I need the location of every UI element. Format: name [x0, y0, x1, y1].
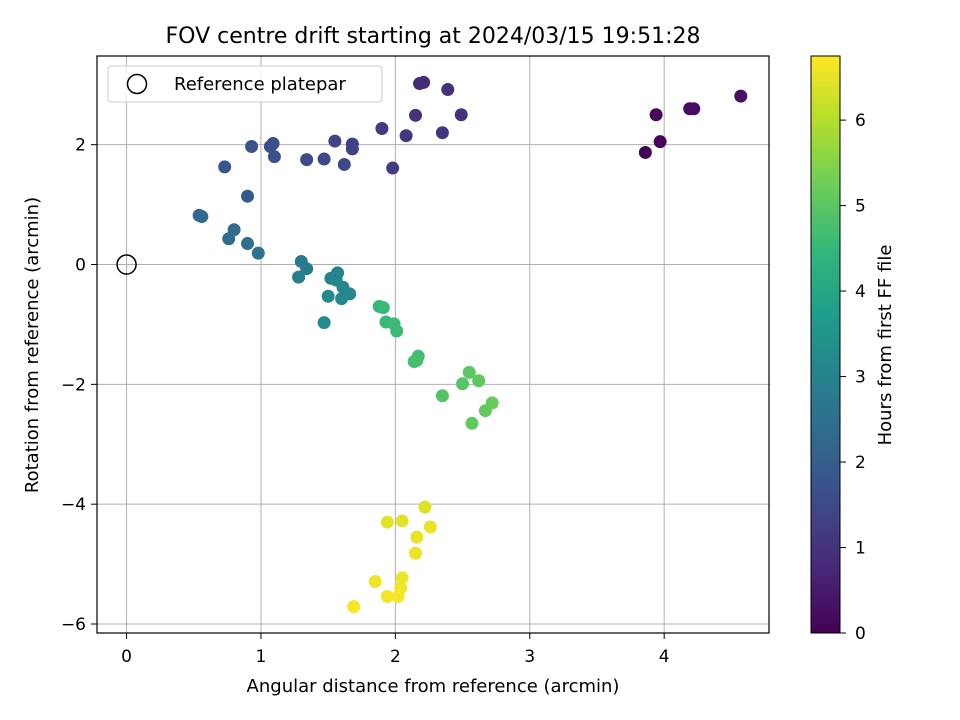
- chart-title: FOV centre drift starting at 2024/03/15 …: [166, 24, 701, 49]
- data-point: [423, 520, 437, 534]
- data-point: [380, 589, 394, 603]
- data-point: [395, 514, 409, 528]
- data-point: [300, 153, 314, 167]
- data-point: [300, 262, 314, 276]
- data-point: [335, 292, 349, 306]
- data-point: [328, 134, 342, 148]
- x-axis-ticks: 0 1 2 3 4: [121, 633, 670, 667]
- data-point: [395, 571, 409, 585]
- data-point: [222, 232, 236, 246]
- grid-lines: [97, 56, 769, 633]
- data-point: [638, 145, 652, 159]
- legend-box: [107, 65, 383, 103]
- data-point: [417, 75, 431, 89]
- y-tick-label: 0: [75, 256, 86, 276]
- data-point: [337, 157, 351, 171]
- data-point: [218, 160, 232, 174]
- data-point: [292, 270, 306, 284]
- colorbar-ticks: 0 1 2 3 4 5 6: [840, 111, 866, 644]
- data-point: [472, 374, 486, 388]
- colorbar: [810, 55, 841, 634]
- data-point: [317, 152, 331, 166]
- colorbar-tick-label: 2: [855, 453, 866, 473]
- data-points: [116, 75, 748, 614]
- y-tick-label: −6: [61, 615, 86, 635]
- data-point: [241, 189, 255, 203]
- data-point: [376, 301, 390, 315]
- reference-platepar-marker: [116, 254, 137, 275]
- data-point: [195, 210, 209, 224]
- data-point: [390, 324, 404, 338]
- colorbar-tick-label: 3: [855, 368, 866, 388]
- y-tick-label: −2: [61, 375, 86, 395]
- x-tick-label: 3: [524, 647, 535, 667]
- x-tick-label: 2: [390, 647, 401, 667]
- data-point: [456, 377, 470, 391]
- y-tick-label: 2: [75, 136, 86, 156]
- x-tick-label: 0: [121, 647, 132, 667]
- x-tick-label: 4: [659, 647, 670, 667]
- colorbar-tick-label: 4: [855, 282, 866, 302]
- y-axis-label: Rotation from reference (arcmin): [22, 197, 43, 493]
- data-point: [409, 108, 423, 122]
- data-point: [435, 126, 449, 140]
- y-tick-label: −4: [61, 495, 86, 515]
- colorbar-tick-label: 1: [855, 539, 866, 559]
- data-point: [241, 237, 255, 251]
- data-point: [267, 150, 281, 164]
- data-point: [399, 129, 413, 143]
- data-point: [347, 600, 361, 614]
- data-point: [391, 589, 405, 603]
- data-point: [649, 108, 663, 122]
- data-point: [380, 515, 394, 529]
- legend: Reference platepar: [107, 65, 383, 103]
- data-point: [734, 89, 748, 103]
- data-point: [409, 546, 423, 560]
- data-point: [375, 121, 389, 135]
- data-point: [321, 289, 335, 303]
- x-tick-label: 1: [256, 647, 267, 667]
- data-point: [435, 389, 449, 403]
- data-point: [687, 102, 701, 116]
- data-point: [418, 500, 432, 514]
- plot-frame: [96, 55, 770, 634]
- data-point: [410, 353, 424, 367]
- colorbar-tick-label: 5: [855, 197, 866, 217]
- data-point: [485, 396, 499, 410]
- data-point: [465, 416, 479, 430]
- data-point: [263, 139, 277, 153]
- data-point: [317, 316, 331, 330]
- x-axis-label: Angular distance from reference (arcmin): [247, 676, 620, 697]
- data-point: [410, 530, 424, 544]
- data-point: [386, 161, 400, 175]
- legend-marker-reference: [126, 73, 148, 95]
- legend-label-reference: Reference platepar: [174, 74, 346, 95]
- data-point: [345, 142, 359, 156]
- data-point: [245, 139, 259, 153]
- data-point: [653, 135, 667, 149]
- data-point: [454, 108, 468, 122]
- y-axis-ticks: −6 −4 −2 0 2: [61, 136, 97, 635]
- data-point: [441, 83, 455, 97]
- colorbar-label: Hours from first FF file: [875, 245, 896, 446]
- colorbar-tick-label: 0: [855, 624, 866, 644]
- data-point: [368, 574, 382, 588]
- colorbar-tick-label: 6: [855, 111, 866, 131]
- data-point: [462, 365, 476, 379]
- data-point: [251, 246, 265, 260]
